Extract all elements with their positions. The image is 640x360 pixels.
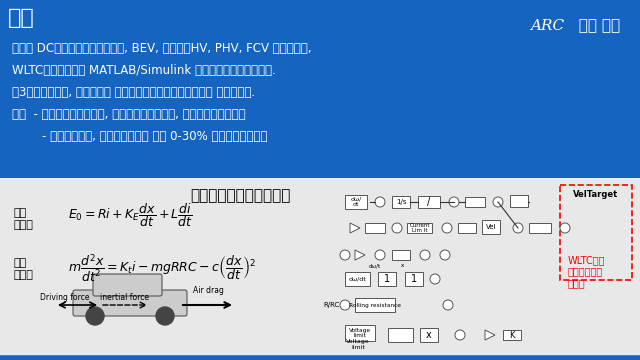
- FancyBboxPatch shape: [345, 195, 367, 209]
- FancyBboxPatch shape: [392, 250, 410, 260]
- Text: 単純化 DCモータモデルを用いて, BEV, シリーズHV, PHV, FCV の動力特性,: 単純化 DCモータモデルを用いて, BEV, シリーズHV, PHV, FCV …: [12, 42, 312, 55]
- Text: $m\dfrac{d^2x}{dt^2} = K_t i - mgRRC - c\left(\dfrac{dx}{dt}\right)^2$: $m\dfrac{d^2x}{dt^2} = K_t i - mgRRC - c…: [68, 252, 257, 284]
- Text: dω/dt: dω/dt: [349, 276, 366, 282]
- Text: WLTC航続距離等を MATLAB/Simulink でシミュレーションした.: WLTC航続距離等を MATLAB/Simulink でシミュレーションした.: [12, 64, 276, 77]
- Text: Current
Lim It: Current Lim It: [409, 222, 429, 233]
- Text: VelTarget: VelTarget: [573, 190, 619, 199]
- Circle shape: [440, 250, 450, 260]
- FancyBboxPatch shape: [407, 223, 432, 233]
- FancyBboxPatch shape: [93, 274, 162, 296]
- Text: /: /: [428, 197, 431, 207]
- Text: 第3版においては, 外力として 空気抵抗とタイヤの転がり抵抗 を考慮した.: 第3版においては, 外力として 空気抵抗とタイヤの転がり抵抗 を考慮した.: [12, 86, 255, 99]
- FancyBboxPatch shape: [73, 290, 187, 316]
- Circle shape: [493, 197, 503, 207]
- Circle shape: [86, 307, 104, 325]
- Circle shape: [375, 250, 385, 260]
- Text: 1/s: 1/s: [396, 199, 406, 205]
- Circle shape: [455, 330, 465, 340]
- FancyBboxPatch shape: [0, 178, 640, 360]
- FancyBboxPatch shape: [482, 220, 500, 234]
- FancyBboxPatch shape: [420, 328, 438, 342]
- Circle shape: [340, 250, 350, 260]
- Polygon shape: [355, 250, 365, 260]
- Text: x: x: [401, 263, 404, 268]
- Polygon shape: [350, 223, 360, 233]
- Text: dω/
dt: dω/ dt: [350, 197, 362, 207]
- Circle shape: [513, 223, 523, 233]
- Text: Air drag: Air drag: [193, 286, 223, 295]
- Text: 概要: 概要: [8, 8, 35, 28]
- FancyBboxPatch shape: [388, 328, 413, 342]
- Circle shape: [449, 197, 459, 207]
- Text: Vel: Vel: [486, 224, 496, 230]
- Text: 電圧
方程式: 電圧 方程式: [14, 208, 34, 230]
- Circle shape: [392, 223, 402, 233]
- FancyBboxPatch shape: [405, 272, 423, 286]
- Text: 運動
方程式: 運動 方程式: [14, 258, 34, 280]
- Circle shape: [442, 223, 452, 233]
- Text: シミュレーションモデル: シミュレーションモデル: [190, 188, 290, 203]
- Text: Driving force: Driving force: [40, 293, 90, 302]
- Text: K: K: [509, 330, 515, 339]
- Text: ARC   有賀 敬治: ARC 有賀 敬治: [530, 18, 620, 32]
- FancyBboxPatch shape: [458, 223, 476, 233]
- FancyBboxPatch shape: [510, 195, 528, 207]
- Text: Voltage
limit: Voltage limit: [349, 328, 371, 338]
- FancyBboxPatch shape: [529, 223, 551, 233]
- FancyBboxPatch shape: [345, 272, 370, 286]
- Text: dω/t: dω/t: [369, 263, 381, 268]
- Text: Voltage
limit: Voltage limit: [346, 339, 370, 350]
- FancyBboxPatch shape: [418, 196, 440, 208]
- Polygon shape: [485, 330, 495, 340]
- Text: 結果  - 電動車の動力特性は, 内燃機関車より優れ, 設計自由度も大きい: 結果 - 電動車の動力特性は, 内燃機関車より優れ, 設計自由度も大きい: [12, 108, 246, 121]
- Text: x: x: [426, 330, 432, 340]
- Text: Rolling resistance: Rolling resistance: [349, 302, 401, 307]
- Circle shape: [156, 307, 174, 325]
- Text: - 電費計算値は, スペックに対し 誤差 0-30% 程度とかなり一致: - 電費計算値は, スペックに対し 誤差 0-30% 程度とかなり一致: [12, 130, 268, 143]
- Circle shape: [420, 250, 430, 260]
- Circle shape: [430, 274, 440, 284]
- FancyBboxPatch shape: [365, 223, 385, 233]
- Circle shape: [443, 300, 453, 310]
- Text: $E_0 = Ri + K_E\dfrac{dx}{dt} + L\dfrac{di}{dt}$: $E_0 = Ri + K_E\dfrac{dx}{dt} + L\dfrac{…: [68, 201, 193, 229]
- FancyBboxPatch shape: [465, 197, 485, 207]
- FancyBboxPatch shape: [503, 330, 521, 340]
- Text: 1: 1: [384, 274, 390, 284]
- Circle shape: [560, 223, 570, 233]
- Text: 1: 1: [411, 274, 417, 284]
- FancyBboxPatch shape: [355, 298, 395, 312]
- Text: R/RC: R/RC: [324, 302, 340, 308]
- Text: inertial force: inertial force: [100, 293, 150, 302]
- Circle shape: [340, 300, 350, 310]
- FancyBboxPatch shape: [392, 196, 410, 208]
- FancyBboxPatch shape: [345, 325, 375, 341]
- Text: WLTC速度
プロファイル
に追従: WLTC速度 プロファイル に追従: [568, 255, 605, 288]
- FancyBboxPatch shape: [378, 272, 396, 286]
- Circle shape: [375, 197, 385, 207]
